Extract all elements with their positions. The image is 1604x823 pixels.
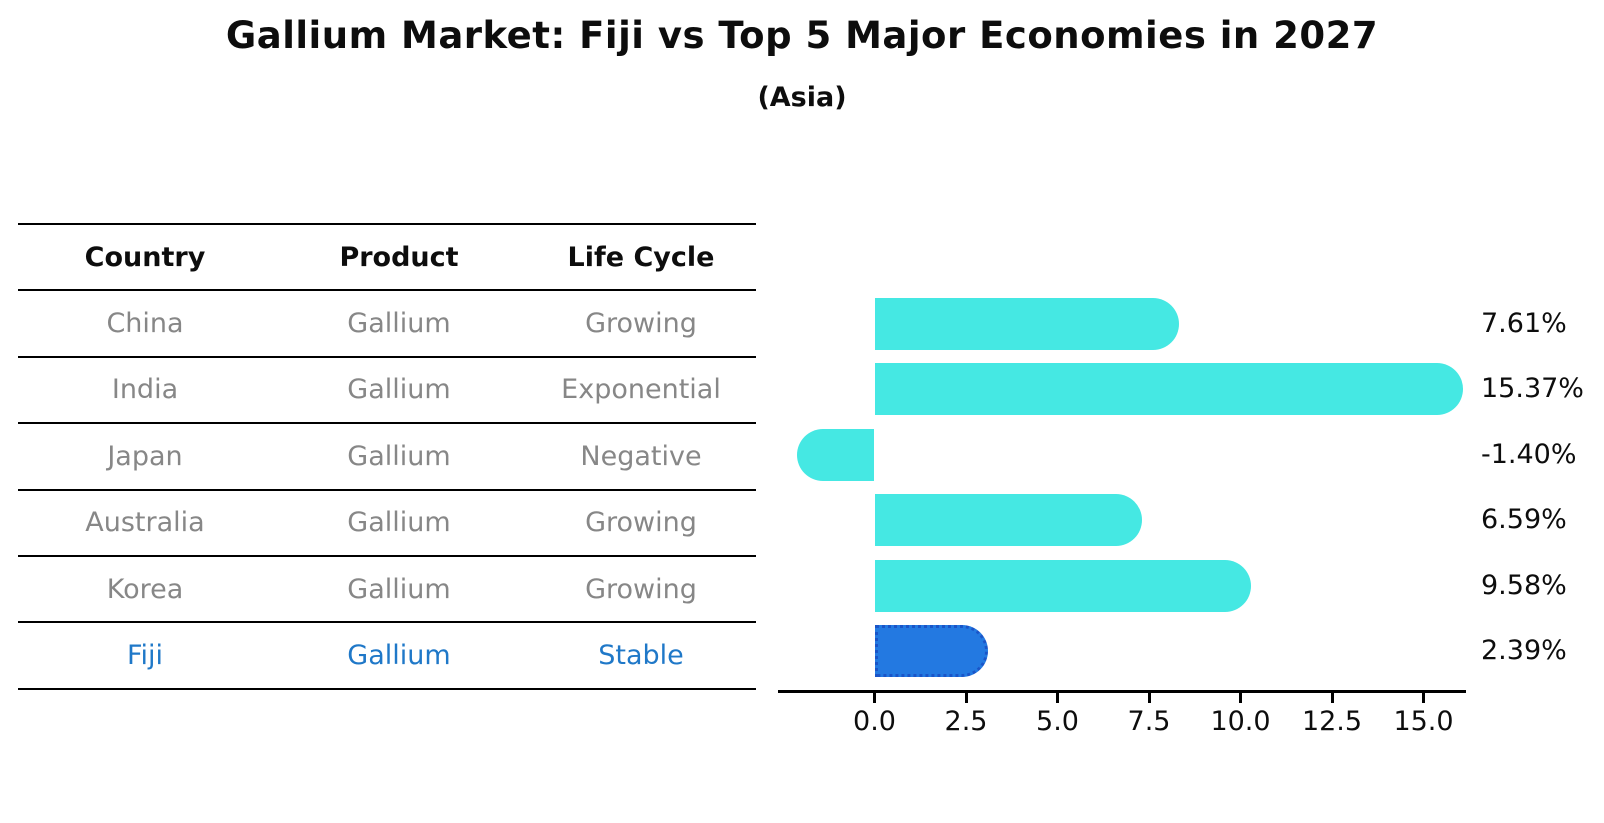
product-cell: Gallium xyxy=(347,374,451,406)
country-cell: Korea xyxy=(106,573,184,605)
column-header-product: Product xyxy=(339,241,459,273)
x-tick-mark xyxy=(1056,693,1059,703)
x-tick-label: 7.5 xyxy=(1127,706,1171,737)
table-row-australia: Australia Gallium Growing xyxy=(18,491,756,557)
product-cell: Gallium xyxy=(347,308,451,340)
table-row-china: China Gallium Growing xyxy=(18,291,756,358)
value-label-korea: 9.58% xyxy=(1481,569,1567,601)
life-cycle-cell: Negative xyxy=(580,440,702,472)
table-body: China Gallium Growing India Gallium Exponenti… xyxy=(18,291,756,690)
chart-subtitle: (Asia) xyxy=(757,82,847,113)
value-label-japan: -1.40% xyxy=(1481,438,1577,470)
value-label-fiji: 2.39% xyxy=(1481,635,1567,666)
life-cycle-cell: Exponential xyxy=(561,374,721,406)
table-row-korea: Korea Gallium Growing xyxy=(18,557,756,624)
x-tick-mark xyxy=(1330,693,1334,703)
x-tick-mark xyxy=(964,693,968,703)
x-tick-label: 5.0 xyxy=(1036,706,1079,737)
life-cycle-cell: Growing xyxy=(585,573,697,605)
table-row-japan: Japan Gallium Negative xyxy=(18,424,756,491)
product-cell: Gallium xyxy=(347,640,451,672)
value-label-australia: 6.59% xyxy=(1481,504,1567,536)
x-tick-mark xyxy=(873,693,876,703)
x-tick-label: 0.0 xyxy=(853,706,896,737)
table-row-fiji: Fiji Gallium Stable xyxy=(18,623,756,690)
value-label-china: 7.61% xyxy=(1481,308,1567,339)
x-tick-label: 10.0 xyxy=(1210,706,1271,737)
x-tick-label: 15.0 xyxy=(1393,706,1454,737)
bar-korea xyxy=(874,559,1252,612)
chart-title: Gallium Market: Fiji vs Top 5 Major Econ… xyxy=(225,14,1379,57)
x-tick-mark xyxy=(1147,693,1151,703)
x-tick-mark xyxy=(1239,693,1242,703)
bar-india xyxy=(874,363,1464,416)
life-cycle-cell: Growing xyxy=(585,308,697,340)
country-cell: Japan xyxy=(107,440,183,472)
product-cell: Gallium xyxy=(347,507,451,539)
country-cell: Fiji xyxy=(126,640,164,672)
column-header-lifecycle: Life Cycle xyxy=(567,241,715,273)
life-cycle-cell: Stable xyxy=(598,640,684,672)
country-cell: Australia xyxy=(85,507,205,539)
product-cell: Gallium xyxy=(347,440,451,472)
bar-australia xyxy=(874,494,1142,547)
product-cell: Gallium xyxy=(347,573,451,605)
bar-china xyxy=(874,298,1180,350)
life-cycle-cell: Growing xyxy=(585,507,697,539)
x-tick-mark xyxy=(1422,693,1425,703)
column-header-country: Country xyxy=(84,241,206,273)
country-cell: China xyxy=(106,308,184,340)
x-tick-label: 2.5 xyxy=(944,706,988,737)
table-header-row: Country Product Life Cycle xyxy=(18,225,756,292)
x-axis-line xyxy=(778,690,1466,693)
x-tick-label: 12.5 xyxy=(1301,706,1363,737)
bar-fiji xyxy=(874,625,988,677)
bar-japan xyxy=(797,428,875,481)
table-row-india: India Gallium Exponential xyxy=(18,358,756,425)
country-cell: India xyxy=(111,374,179,406)
value-label-india: 15.37% xyxy=(1481,373,1584,405)
country-table: Country Product Life Cycle China Gallium G… xyxy=(18,223,756,690)
